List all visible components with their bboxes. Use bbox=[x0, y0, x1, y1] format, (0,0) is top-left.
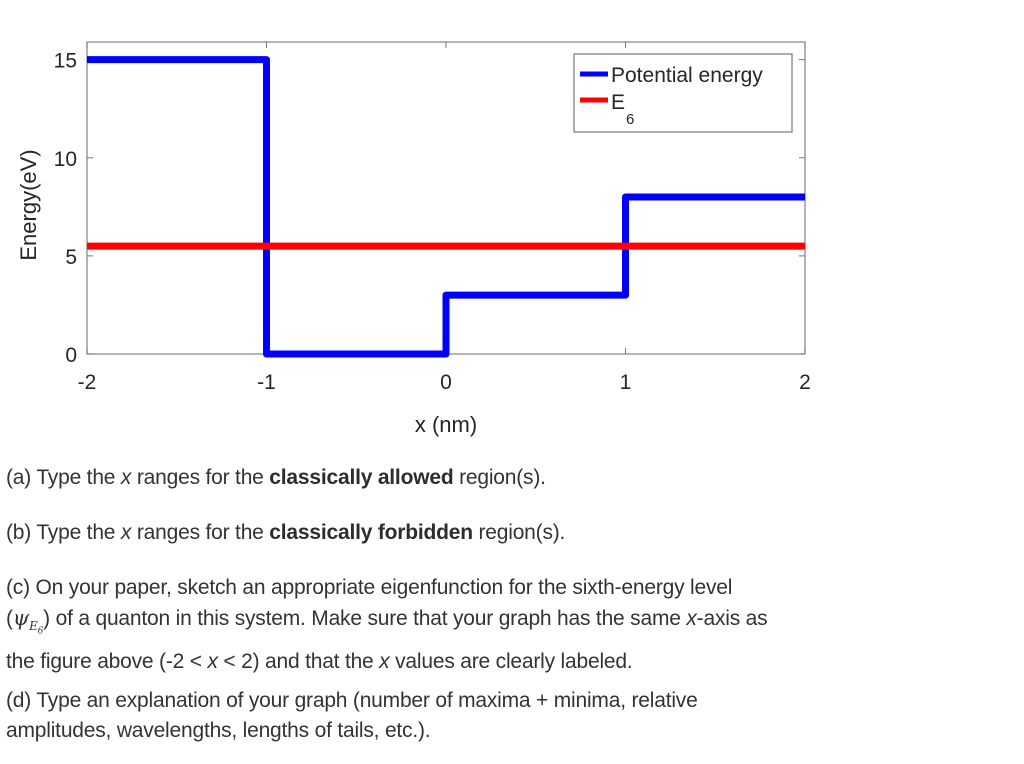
y-tick-label: 5 bbox=[65, 246, 77, 269]
psi-symbol: ψE6 bbox=[12, 606, 44, 637]
legend-potential-label: Potential energy bbox=[611, 64, 763, 87]
question-a: (a) Type the x ranges for the classicall… bbox=[6, 463, 546, 493]
x-tick-label: -2 bbox=[78, 371, 97, 394]
psi-close-paren: ) bbox=[43, 607, 50, 630]
question-c: (c) On your paper, sketch an appropriate… bbox=[6, 573, 768, 677]
question-c-line3-var2: x bbox=[379, 649, 390, 673]
question-d-line1: (d) Type an explanation of your graph (n… bbox=[6, 689, 698, 712]
question-b-var: x bbox=[120, 521, 132, 544]
legend-e6-subscript: 6 bbox=[626, 111, 634, 128]
y-tick-label: 15 bbox=[54, 50, 77, 73]
legend-e6-label: E bbox=[611, 91, 625, 114]
question-a-mid: ranges for the bbox=[131, 466, 270, 489]
question-a-suffix: region(s). bbox=[453, 466, 546, 489]
question-c-line2-a: of a quanton in this system. Make sure t… bbox=[49, 607, 687, 630]
question-b-prefix: (b) Type the bbox=[6, 521, 121, 544]
question-c-line1: (c) On your paper, sketch an appropriate… bbox=[6, 576, 733, 599]
x-tick-label: 1 bbox=[620, 371, 632, 394]
question-c-line2-b: -axis as bbox=[696, 607, 768, 630]
energy-chart: -2 -1 0 1 2 0 5 10 15 x (nm) Energy(eV) Potential e… bbox=[16, 41, 811, 437]
question-c-line3-var: x bbox=[207, 649, 218, 673]
question-a-var: x bbox=[120, 466, 132, 489]
question-c-line2-var: x bbox=[686, 607, 697, 630]
potential-energy-line bbox=[87, 56, 805, 358]
question-b-bold: classically forbidden bbox=[269, 521, 473, 544]
question-c-line3-a: the figure above (-2 < bbox=[6, 649, 208, 673]
question-d: (d) Type an explanation of your graph (n… bbox=[6, 686, 698, 746]
question-b-mid: ranges for the bbox=[131, 521, 270, 544]
y-tick-label: 0 bbox=[65, 344, 77, 367]
y-axis-label: Energy(eV) bbox=[16, 149, 41, 260]
question-a-prefix: (a) Type the bbox=[6, 466, 121, 489]
question-d-line2: amplitudes, wavelengths, lengths of tail… bbox=[6, 719, 431, 742]
question-b: (b) Type the x ranges for the classicall… bbox=[6, 518, 565, 548]
question-b-suffix: region(s). bbox=[472, 521, 566, 544]
x-tick-label: 0 bbox=[440, 371, 452, 394]
question-a-bold: classically allowed bbox=[269, 466, 454, 489]
x-axis-label: x (nm) bbox=[415, 412, 477, 437]
x-tick-label: -1 bbox=[257, 371, 276, 394]
psi-open-paren: ( bbox=[6, 607, 13, 630]
question-c-line2: (ψE6) of a quanton in this system. Make … bbox=[6, 603, 768, 647]
question-c-line3-b: < 2) and that the bbox=[217, 649, 380, 673]
psi-sub: E bbox=[29, 619, 38, 634]
question-c-line3-c: values are clearly labeled. bbox=[389, 649, 633, 673]
psi-subsub: 6 bbox=[37, 626, 44, 637]
question-c-line3: the figure above (-2 < x < 2) and that t… bbox=[6, 647, 767, 677]
y-tick-label: 10 bbox=[54, 148, 77, 171]
x-tick-label: 2 bbox=[799, 371, 811, 394]
psi-glyph: ψ bbox=[12, 606, 30, 630]
legend-box bbox=[573, 53, 793, 133]
